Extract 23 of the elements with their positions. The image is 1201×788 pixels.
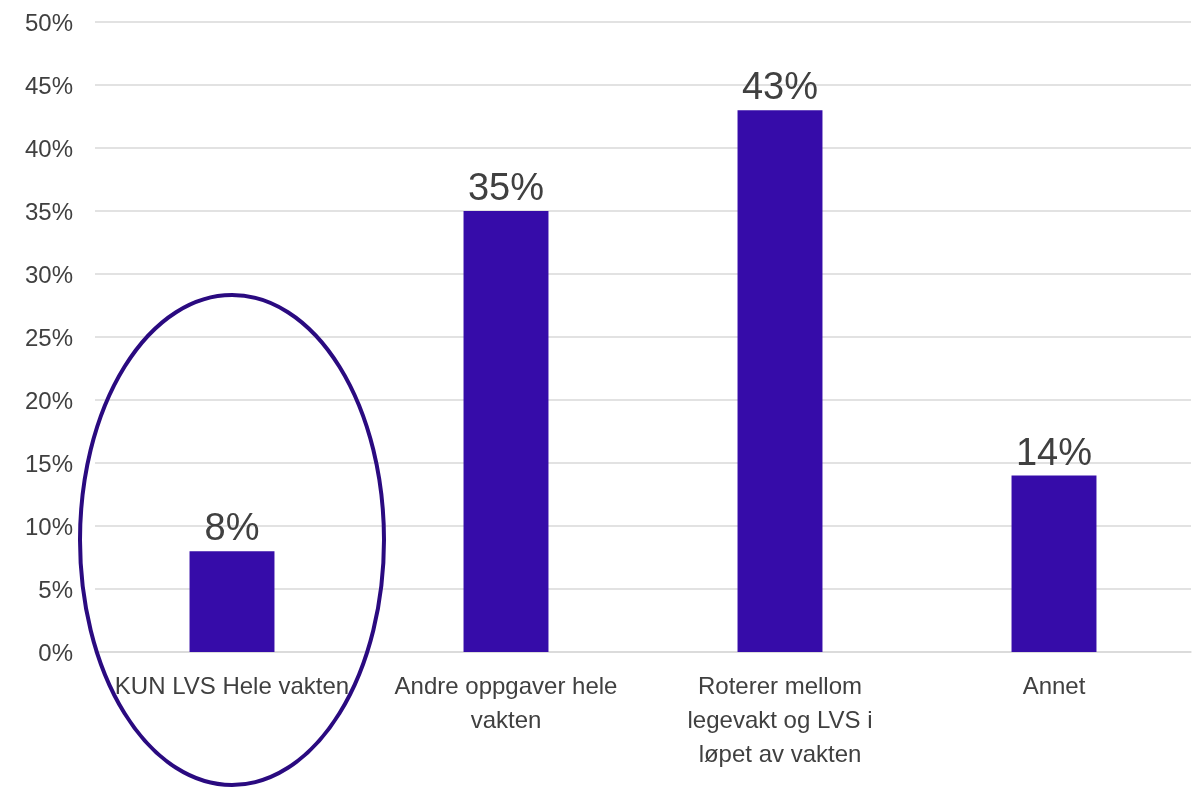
y-tick-label: 0% [38, 638, 73, 666]
y-tick-label: 10% [24, 512, 73, 540]
y-tick-label: 45% [24, 71, 73, 99]
y-tick-label: 5% [38, 575, 73, 603]
y-tick-label: 20% [24, 386, 73, 414]
data-label: 43% [741, 65, 819, 108]
y-tick-label: 40% [24, 134, 73, 162]
y-tick-label: 35% [24, 197, 73, 225]
y-tick-label: 30% [24, 260, 73, 288]
data-label: 35% [467, 166, 545, 208]
data-label: 14% [1015, 430, 1093, 473]
bar [1011, 475, 1097, 652]
data-label: 8% [204, 506, 260, 549]
y-tick-label: 15% [24, 449, 73, 477]
y-tick-label: 50% [24, 8, 73, 36]
bar [189, 551, 275, 652]
x-tick-label: Annet [1022, 671, 1086, 699]
y-tick-label: 25% [24, 323, 73, 351]
bar [737, 110, 823, 652]
x-tick-label: Roterer mellom legevakt og LVS i løpet av vakten [687, 671, 873, 767]
x-tick-label: KUN LVS Hele vakten [114, 671, 350, 699]
x-tick-label: Andre oppgaver hele vakten [394, 671, 618, 733]
bar [463, 211, 549, 652]
